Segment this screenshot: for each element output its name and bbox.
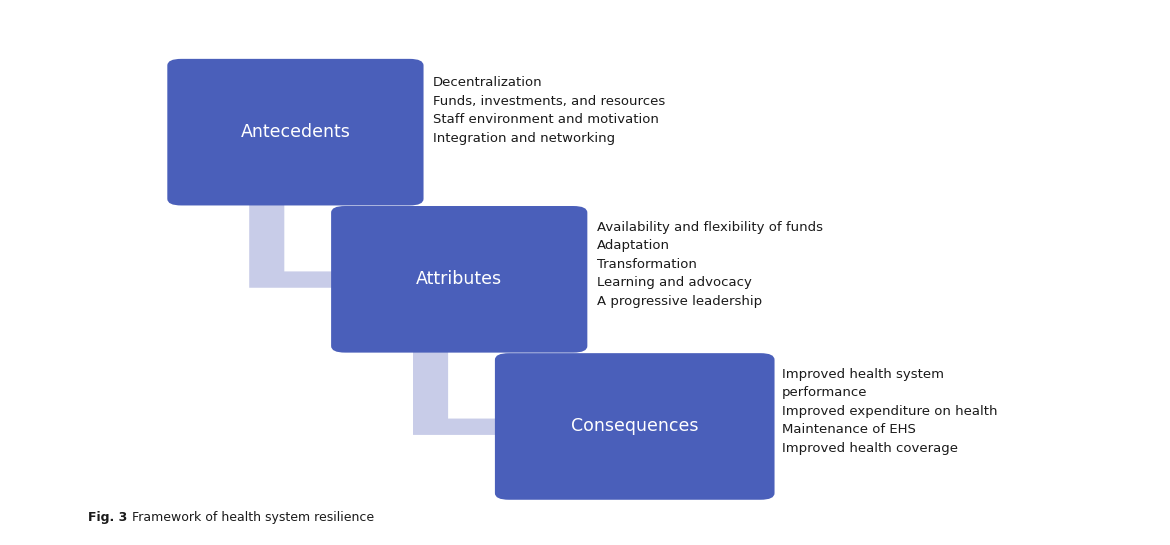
Text: Fig. 3: Fig. 3 xyxy=(88,511,128,524)
Polygon shape xyxy=(249,199,435,304)
Text: Decentralization
Funds, investments, and resources
Staff environment and motivat: Decentralization Funds, investments, and… xyxy=(433,76,666,145)
Text: Framework of health system resilience: Framework of health system resilience xyxy=(132,511,374,524)
FancyBboxPatch shape xyxy=(331,206,587,353)
Text: Improved health system
performance
Improved expenditure on health
Maintenance of: Improved health system performance Impro… xyxy=(782,368,997,455)
Text: Consequences: Consequences xyxy=(571,417,698,435)
Text: Availability and flexibility of funds
Adaptation
Transformation
Learning and adv: Availability and flexibility of funds Ad… xyxy=(597,221,823,308)
Text: Antecedents: Antecedents xyxy=(241,123,350,141)
FancyBboxPatch shape xyxy=(495,353,775,500)
Text: Attributes: Attributes xyxy=(417,270,502,288)
Polygon shape xyxy=(413,346,599,451)
FancyBboxPatch shape xyxy=(167,59,424,205)
